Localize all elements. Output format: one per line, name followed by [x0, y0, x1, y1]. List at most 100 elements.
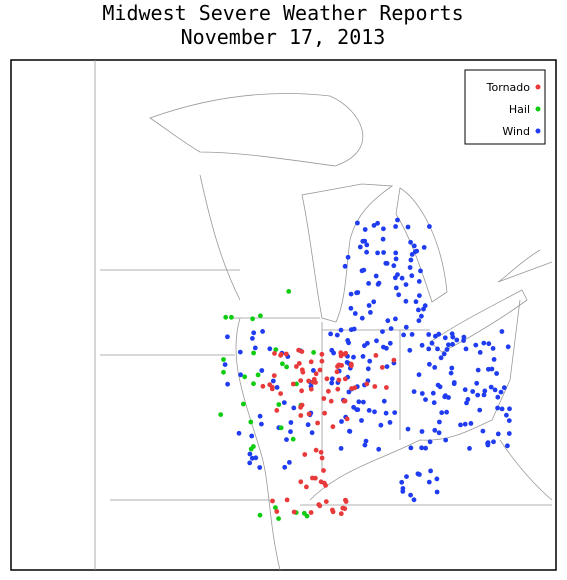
report-dot	[491, 357, 497, 362]
report-dot	[475, 392, 481, 398]
report-dot	[356, 399, 362, 405]
report-dot	[489, 366, 495, 372]
report-dot	[436, 430, 442, 436]
report-dot	[384, 385, 389, 390]
report-dot	[482, 388, 488, 394]
report-dot	[305, 422, 311, 428]
report-dot	[225, 381, 231, 387]
report-dot	[449, 365, 455, 371]
map-frame	[10, 59, 557, 571]
report-dot	[422, 303, 428, 309]
report-dot	[352, 385, 358, 391]
report-dot	[338, 511, 344, 517]
report-dot	[259, 421, 264, 427]
report-dot	[486, 341, 492, 347]
report-dot	[323, 483, 328, 488]
report-dot	[223, 314, 229, 320]
report-dot	[286, 289, 292, 294]
report-dot	[308, 510, 314, 515]
report-dot	[396, 292, 402, 298]
report-dot	[376, 446, 382, 452]
report-dot	[409, 273, 415, 279]
report-dot	[345, 254, 351, 260]
legend-marker	[535, 128, 541, 134]
report-dot	[362, 227, 368, 232]
report-dot	[506, 431, 512, 436]
report-dot	[475, 367, 481, 373]
report-dot	[426, 479, 432, 485]
report-dot	[431, 400, 437, 406]
report-dot	[338, 353, 344, 359]
report-dot	[439, 410, 445, 416]
report-dot	[499, 329, 505, 334]
report-dot	[237, 349, 243, 355]
report-dot	[288, 429, 293, 435]
report-dot	[321, 396, 327, 401]
report-dot	[385, 318, 391, 324]
report-dot	[477, 350, 483, 355]
report-dot	[505, 443, 510, 449]
report-dot	[290, 381, 296, 387]
report-dot	[236, 430, 242, 436]
report-dot	[272, 351, 277, 356]
report-dot	[427, 439, 433, 445]
report-dot	[336, 377, 342, 383]
report-dot	[298, 479, 304, 485]
report-dot	[437, 419, 442, 425]
report-dot	[251, 330, 257, 336]
report-dot	[444, 347, 450, 352]
report-dot	[426, 332, 432, 337]
report-dot	[495, 431, 501, 437]
report-dot	[260, 329, 265, 334]
report-dot	[251, 381, 256, 387]
report-dot	[363, 438, 369, 444]
legend-label: Tornado	[486, 81, 531, 94]
report-dot	[346, 340, 351, 346]
report-dot	[274, 509, 280, 514]
report-dot	[416, 318, 422, 324]
report-dot	[257, 413, 263, 419]
report-dot	[317, 503, 323, 509]
report-dot	[506, 418, 512, 423]
report-dot	[260, 383, 266, 389]
report-dot	[399, 479, 405, 485]
report-dot	[317, 367, 323, 373]
legend-label: Hail	[509, 103, 530, 116]
report-dot	[464, 400, 469, 406]
title: Midwest Severe Weather Reports	[102, 1, 463, 25]
report-dot	[492, 387, 498, 393]
report-dot	[372, 409, 377, 415]
report-dot	[221, 369, 226, 375]
report-dot	[501, 385, 507, 391]
report-dot	[311, 350, 316, 355]
report-dot	[495, 405, 500, 411]
report-dot	[426, 346, 432, 352]
report-dot	[315, 420, 320, 426]
report-dot	[288, 420, 294, 425]
report-dot	[354, 290, 359, 296]
report-dot	[412, 249, 418, 255]
report-dot	[330, 424, 336, 430]
report-dot	[419, 429, 425, 434]
report-dot	[393, 224, 398, 229]
report-dot	[257, 465, 263, 470]
report-dot	[296, 347, 301, 353]
report-dot	[322, 410, 327, 416]
report-dot	[252, 345, 258, 351]
report-dot	[481, 340, 487, 346]
report-dot	[423, 445, 428, 451]
report-dot	[411, 497, 417, 503]
report-dot	[477, 407, 483, 413]
report-dot	[326, 388, 331, 394]
report-dot	[359, 315, 365, 321]
report-dot	[242, 374, 248, 380]
report-dot	[362, 238, 368, 244]
report-dot	[416, 279, 422, 284]
report-dot	[400, 489, 406, 494]
report-dot	[403, 298, 409, 304]
report-dot	[421, 245, 427, 250]
report-dot	[379, 365, 385, 370]
report-dot	[427, 361, 432, 367]
report-dot	[395, 217, 400, 223]
